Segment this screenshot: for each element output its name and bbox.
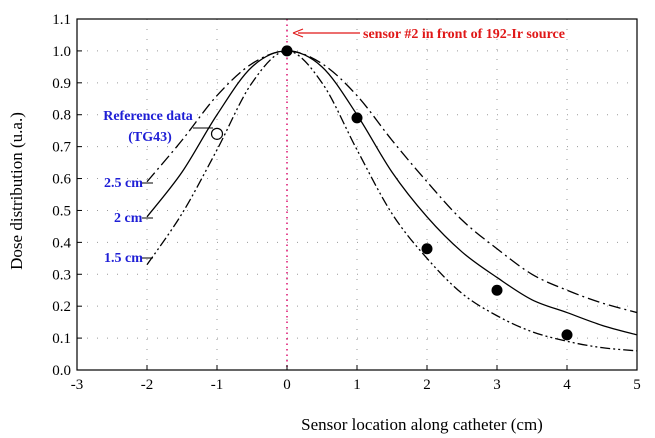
label-2-5cm: 2.5 cm xyxy=(104,176,143,191)
y-tick-label: 0.1 xyxy=(52,331,71,347)
y-tick-label: 0.5 xyxy=(52,203,71,219)
series-line-2-cm xyxy=(146,50,638,336)
y-tick-label: 1.0 xyxy=(52,44,71,60)
reference-data-label-tg43: (TG43) xyxy=(128,130,172,145)
x-tick-label: 0 xyxy=(283,377,291,393)
y-tick-label: 0.4 xyxy=(52,235,71,251)
y-tick-label: 1.1 xyxy=(52,12,71,28)
measured-point-filled xyxy=(561,329,573,341)
sensor-annotation: sensor #2 in front of 192-Ir source xyxy=(363,27,565,42)
sensor-arrow-head xyxy=(292,28,304,38)
x-tick-label: 3 xyxy=(493,377,501,393)
series-line-2-5-cm xyxy=(146,50,638,314)
y-tick-label: 0.2 xyxy=(52,299,71,315)
y-axis-title: Dose distribution (u.a.) xyxy=(7,112,26,270)
y-tick-label: 0.8 xyxy=(52,108,71,124)
x-tick-label: 1 xyxy=(353,377,361,393)
y-tick-label: 0.7 xyxy=(52,140,71,156)
x-tick-label: -3 xyxy=(71,377,84,393)
reference-data-label: Reference data xyxy=(103,109,193,124)
plot-frame xyxy=(76,18,638,371)
measured-points xyxy=(210,45,573,341)
axis-ticks: -3 -2 -1 0 1 2 3 4 5 0.0 0.1 0.2 0.3 0.4 0.5 0.6 0.7 0.8 0… xyxy=(52,12,641,393)
x-axis-title: Sensor location along catheter (cm) xyxy=(301,415,543,434)
y-tick-label: 0.0 xyxy=(52,363,71,379)
x-tick-label: -2 xyxy=(141,377,154,393)
label-1-5cm: 1.5 cm xyxy=(104,251,143,266)
x-tick-label: 5 xyxy=(633,377,641,393)
y-tick-label: 0.9 xyxy=(52,76,71,92)
grid-lines xyxy=(77,19,637,370)
measured-point-filled xyxy=(281,45,293,57)
measured-point-filled xyxy=(351,112,363,124)
reference-point-open xyxy=(210,127,224,140)
y-tick-label: 0.3 xyxy=(52,267,71,283)
measured-point-filled xyxy=(421,243,433,255)
x-tick-label: 2 xyxy=(423,377,431,393)
series-line-1-5-cm xyxy=(146,50,638,352)
x-tick-label: 4 xyxy=(563,377,571,393)
measured-point-filled xyxy=(491,284,503,296)
label-2cm: 2 cm xyxy=(114,211,143,226)
dose-curves xyxy=(146,50,638,352)
y-tick-label: 0.6 xyxy=(52,172,71,188)
x-tick-label: -1 xyxy=(211,377,224,393)
